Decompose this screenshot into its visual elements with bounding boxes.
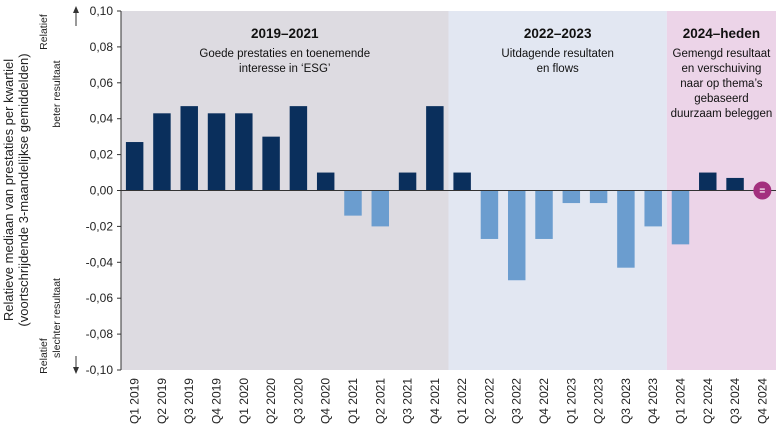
x-tick-label: Q4 2021: [428, 378, 442, 424]
bar-q2-2021: [371, 190, 390, 227]
x-tick-label: Q2 2020: [264, 378, 278, 424]
x-tick-label: Q4 2019: [210, 378, 224, 424]
bar-q4-2021: [426, 106, 444, 191]
y-tick-label: -0,06: [86, 291, 114, 305]
bar-q2-2023: [589, 190, 608, 204]
y-tick-label: -0,08: [86, 327, 114, 341]
annotation-bottom-line-1: Relatief: [38, 338, 50, 374]
bar-q3-2022: [507, 190, 526, 281]
x-tick-label: Q2 2022: [482, 378, 496, 424]
bar-q1-2019: [125, 142, 144, 191]
x-tick-label: Q1 2020: [237, 378, 251, 424]
y-axis-label-line-2: (voortschrijdende 3-maandelijkse gemidde…: [16, 53, 31, 326]
x-tick-label: Q3 2022: [510, 378, 524, 424]
x-tick-label: Q2 2024: [701, 378, 715, 424]
period-description-3-line-2: en verschuiving: [681, 63, 761, 75]
x-tick-label: Q3 2020: [291, 378, 305, 424]
y-tick-label: 0,06: [90, 76, 114, 90]
y-tick-label: -0,10: [86, 363, 114, 377]
bar-q2-2024: [699, 172, 717, 191]
period-title-3: 2024–heden: [683, 26, 760, 41]
period-description-1-line-1: Goede prestaties en toenemende: [199, 48, 370, 60]
period-description-2-line-1: Uitdagende resultaten: [501, 48, 614, 60]
x-tick-label: Q2 2023: [592, 378, 606, 424]
y-tick-label: 0,04: [90, 112, 114, 126]
bar-q3-2024: [726, 177, 744, 191]
y-tick-label: 0,08: [90, 40, 114, 54]
y-tick-label: 0,00: [90, 184, 114, 198]
equal-marker: [753, 181, 772, 200]
period-description-3-line-3: naar op thema’s: [680, 78, 763, 90]
x-tick-label: Q2 2021: [373, 378, 387, 424]
bar-q1-2021: [344, 190, 362, 216]
period-description-2-line-2: en flows: [537, 63, 579, 75]
bar-q2-2022: [480, 190, 499, 239]
bar-q2-2019: [153, 113, 171, 191]
y-tick-label: 0,10: [90, 4, 114, 18]
bar-q4-2019: [207, 113, 226, 191]
bar-q3-2020: [289, 106, 308, 191]
period-description-1-line-2: interesse in ‘ESG’: [239, 63, 330, 75]
x-tick-label: Q1 2023: [564, 378, 578, 424]
x-tick-label: Q2 2019: [155, 378, 169, 424]
y-tick-label: -0,02: [86, 219, 114, 233]
bar-q1-2024: [671, 190, 690, 245]
annotation-top-line-1: Relatief: [38, 14, 50, 50]
bar-q3-2023: [617, 190, 635, 268]
x-tick-label: Q4 2024: [755, 378, 769, 424]
period-description-3-line-4: gebaseerd: [694, 93, 748, 105]
x-tick-label: Q1 2019: [128, 378, 142, 424]
x-tick-label: Q4 2023: [646, 378, 660, 424]
period-title-1: 2019–2021: [251, 26, 319, 41]
y-tick-label: 0,02: [90, 148, 114, 162]
arrow-up-icon: [73, 6, 79, 13]
period-description-3-line-1: Gemengd resultaat: [673, 48, 772, 60]
x-tick-label: Q1 2024: [673, 378, 687, 424]
arrow-down-icon: [73, 367, 79, 374]
bar-q1-2022: [453, 172, 471, 191]
x-tick-label: Q3 2021: [401, 378, 415, 424]
bar-q4-2022: [535, 190, 553, 239]
y-tick-label: -0,04: [86, 255, 114, 269]
x-tick-label: Q4 2022: [537, 378, 551, 424]
bar-q3-2019: [180, 106, 198, 191]
x-tick-label: Q3 2019: [182, 378, 196, 424]
x-tick-label: Q3 2024: [728, 378, 742, 424]
x-tick-label: Q1 2022: [455, 378, 469, 424]
annotation-top-line-2: beter resultaat: [51, 60, 63, 127]
equal-marker-label: =: [759, 186, 765, 197]
x-tick-label: Q1 2021: [346, 378, 360, 424]
bar-q2-2020: [262, 136, 280, 191]
y-axis-label-line-1: Relatieve mediaan van prestaties per kwa…: [1, 59, 16, 321]
bar-q1-2020: [235, 113, 253, 191]
period-description-3-line-5: duurzaam beleggen: [671, 108, 773, 120]
bar-q3-2021: [398, 172, 417, 191]
bar-q1-2023: [562, 190, 581, 204]
bar-q4-2023: [644, 190, 662, 227]
x-tick-label: Q3 2023: [619, 378, 633, 424]
bar-q4-2020: [316, 172, 335, 191]
annotation-bottom-line-2: slechter resultaat: [51, 278, 63, 358]
x-tick-label: Q4 2020: [319, 378, 333, 424]
period-title-2: 2022–2023: [524, 26, 592, 41]
